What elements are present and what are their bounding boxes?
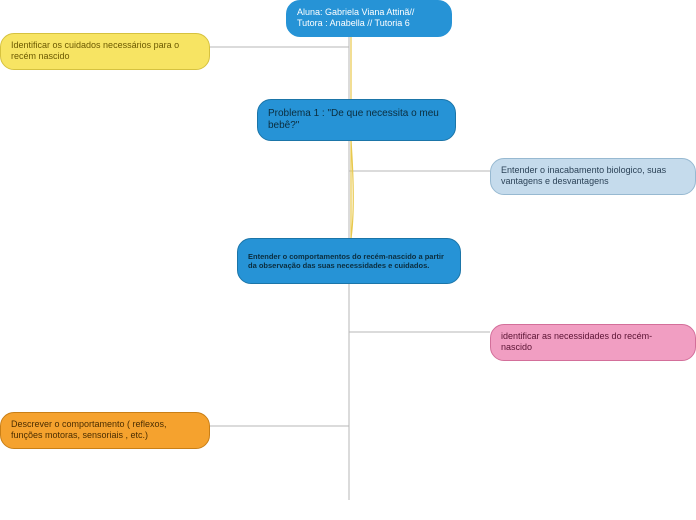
node-leftBottom-label: Descrever o comportamento ( reflexos, fu… (11, 419, 199, 442)
mindmap-canvas: Aluna: Gabriela Viana Attinã// Tutora : … (0, 0, 696, 520)
node-rightBottom: identificar as necessidades do recém- na… (490, 324, 696, 361)
node-leftTop: Identificar os cuidados necessários para… (0, 33, 210, 70)
node-rightBottom-label: identificar as necessidades do recém- na… (501, 331, 685, 354)
node-leftTop-label: Identificar os cuidados necessários para… (11, 40, 199, 63)
node-rightTop: Entender o inacabamento biologico, suas … (490, 158, 696, 195)
node-leftBottom: Descrever o comportamento ( reflexos, fu… (0, 412, 210, 449)
node-central: Entender o comportamentos do recém-nasci… (237, 238, 461, 284)
node-header-label: Aluna: Gabriela Viana Attinã// Tutora : … (297, 7, 441, 30)
node-rightTop-label: Entender o inacabamento biologico, suas … (501, 165, 685, 188)
node-header: Aluna: Gabriela Viana Attinã// Tutora : … (286, 0, 452, 37)
node-problem-label: Problema 1 : "De que necessita o meu beb… (268, 108, 445, 133)
node-problem: Problema 1 : "De que necessita o meu beb… (257, 99, 456, 141)
node-central-label: Entender o comportamentos do recém-nasci… (248, 252, 450, 271)
